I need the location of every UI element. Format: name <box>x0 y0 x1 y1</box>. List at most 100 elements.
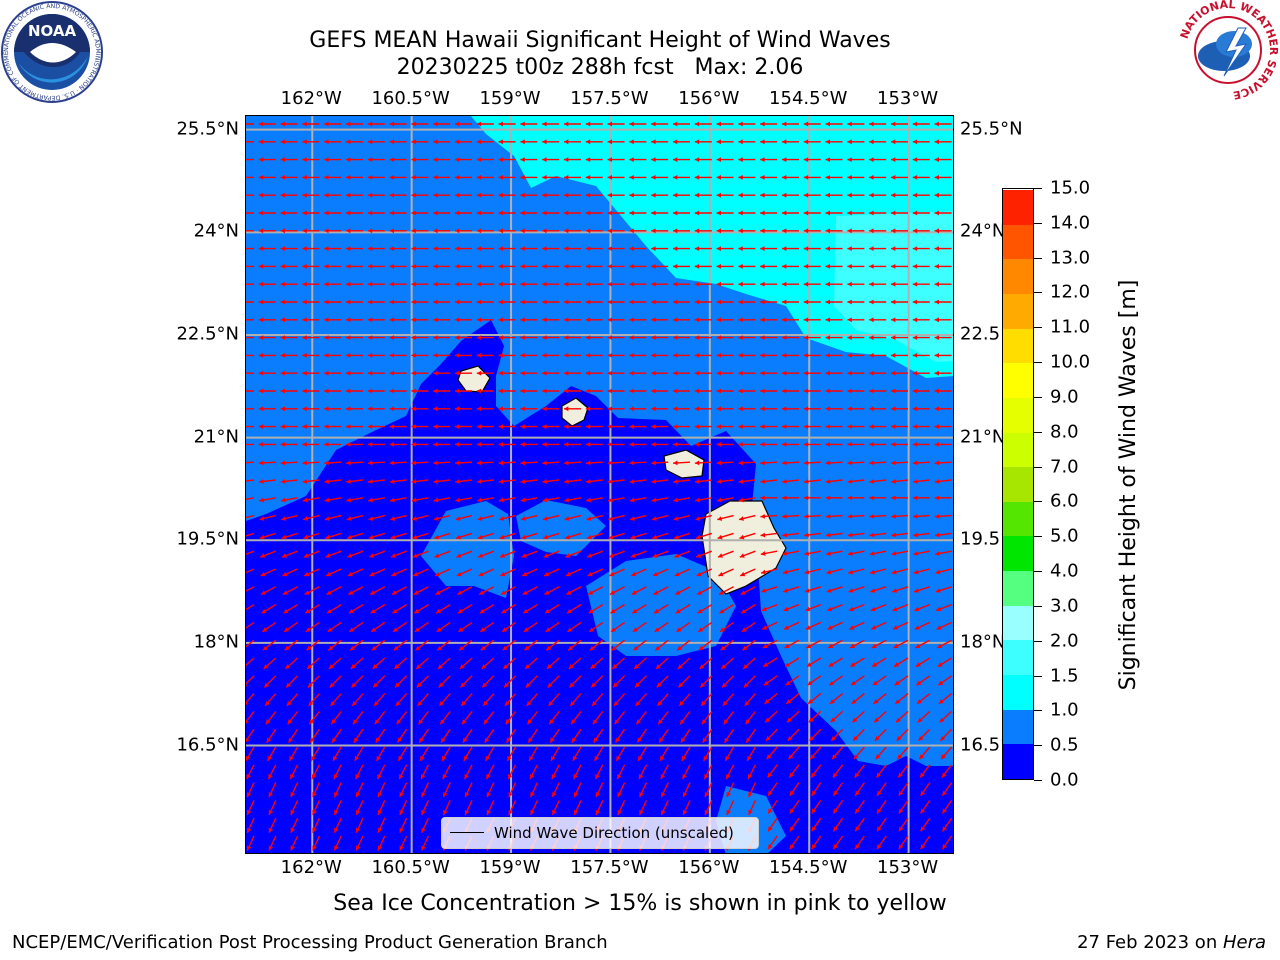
wave-direction-arrow <box>351 693 364 707</box>
wave-direction-arrow <box>588 621 604 633</box>
wave-direction-arrow <box>697 604 713 614</box>
legend-line-icon <box>450 832 484 833</box>
wave-direction-arrow <box>825 281 843 287</box>
wave-direction-arrow <box>738 299 756 305</box>
wave-direction-arrow <box>367 442 385 447</box>
wave-direction-arrow <box>436 639 451 651</box>
sea-patch-3 <box>586 554 736 656</box>
wave-direction-arrow <box>694 157 712 162</box>
wave-direction-arrow <box>498 317 516 323</box>
wave-direction-arrow <box>848 586 865 593</box>
wave-direction-arrow <box>302 281 320 287</box>
colorbar-tick-label: 15.0 <box>1050 177 1091 199</box>
wave-direction-arrow <box>891 299 908 305</box>
wave-direction-arrow <box>389 424 407 429</box>
wave-direction-arrow <box>324 228 342 234</box>
wave-direction-arrow <box>302 264 320 269</box>
colorbar-segment <box>1003 709 1033 745</box>
wave-direction-arrow <box>871 639 887 649</box>
wave-direction-arrow <box>849 639 865 649</box>
wave-direction-arrow <box>564 317 581 323</box>
wave-direction-arrow <box>607 228 625 234</box>
wave-direction-arrow <box>280 353 298 358</box>
wave-direction-arrow <box>411 192 429 198</box>
wave-direction-arrow <box>738 192 756 198</box>
wave-direction-arrow <box>742 657 756 670</box>
wave-direction-arrow <box>481 675 495 688</box>
wave-direction-arrow <box>716 192 734 198</box>
wave-direction-arrow <box>912 192 930 198</box>
wave-direction-arrow <box>308 693 320 707</box>
wave-direction-arrow <box>370 604 386 614</box>
wave-direction-arrow <box>825 370 843 376</box>
wave-direction-arrow <box>346 121 363 127</box>
wave-direction-arrow <box>803 228 821 234</box>
wave-direction-arrow <box>847 442 865 447</box>
wave-direction-arrow <box>630 532 647 540</box>
wave-direction-arrow <box>941 835 953 850</box>
wave-direction-arrow <box>413 586 429 596</box>
wave-direction-arrow <box>912 317 930 323</box>
wave-direction-arrow <box>476 246 494 251</box>
wave-direction-arrow <box>477 497 494 503</box>
wave-direction-arrow <box>676 639 691 651</box>
wave-direction-arrow <box>375 746 386 762</box>
wave-direction-arrow <box>847 299 865 305</box>
wave-direction-arrow <box>551 800 560 816</box>
wave-direction-arrow <box>869 568 887 575</box>
lon-tick-top: 160.5°W <box>371 88 450 109</box>
wave-direction-arrow <box>367 175 385 180</box>
wave-direction-arrow <box>433 514 451 521</box>
wave-direction-arrow <box>760 192 778 198</box>
wave-direction-arrow <box>726 782 735 798</box>
wave-direction-arrow <box>280 335 298 340</box>
wave-direction-arrow <box>456 550 473 558</box>
wave-direction-arrow <box>891 406 908 412</box>
wave-direction-arrow <box>760 532 778 538</box>
wave-direction-arrow <box>630 550 647 558</box>
wave-direction-arrow <box>498 353 516 358</box>
colorbar-segment <box>1003 189 1033 225</box>
wave-direction-arrow <box>629 175 647 180</box>
wave-direction-arrow <box>305 621 320 633</box>
wave-direction-arrow <box>740 586 756 596</box>
lat-tick-right: 21°N <box>960 426 1006 448</box>
wave-direction-arrow <box>782 175 799 180</box>
wave-direction-arrow <box>803 121 821 127</box>
wave-direction-arrow <box>302 460 320 466</box>
wave-direction-arrow <box>803 424 821 429</box>
wave-direction-arrow <box>608 532 625 540</box>
wave-direction-arrow <box>246 675 255 687</box>
wave-direction-arrow <box>411 246 429 251</box>
wave-direction-arrow <box>825 228 843 234</box>
colorbar-tick-label: 10.0 <box>1050 351 1091 373</box>
wave-direction-arrow <box>912 353 930 358</box>
wave-direction-arrow <box>830 728 844 742</box>
wave-direction-arrow <box>457 604 473 614</box>
wave-direction-arrow <box>280 139 298 145</box>
wave-direction-arrow <box>498 228 516 234</box>
wave-direction-arrow <box>695 514 712 521</box>
wave-direction-arrow <box>849 621 865 630</box>
wave-direction-arrow <box>566 604 582 614</box>
wave-direction-arrow <box>508 782 517 798</box>
wave-direction-arrow <box>652 550 669 558</box>
wave-direction-arrow <box>934 246 952 251</box>
wave-direction-arrow <box>520 388 538 394</box>
wave-direction-arrow <box>498 175 516 180</box>
wave-direction-arrow <box>803 370 821 376</box>
lon-tick-bottom: 154.5°W <box>769 857 848 878</box>
wave-direction-arrow <box>501 604 516 614</box>
wave-direction-arrow <box>738 497 756 503</box>
wave-direction-arrow <box>891 442 908 447</box>
wave-direction-arrow <box>455 406 472 412</box>
wave-direction-arrow <box>934 532 952 538</box>
wave-direction-arrow <box>564 157 581 162</box>
wave-direction-arrow <box>476 121 494 127</box>
wave-direction-arrow <box>246 301 254 303</box>
wave-direction-arrow <box>564 514 582 521</box>
wave-direction-arrow <box>825 192 843 198</box>
wave-direction-arrow <box>377 782 386 798</box>
wave-direction-arrow <box>738 370 756 376</box>
wave-direction-arrow <box>651 514 669 521</box>
